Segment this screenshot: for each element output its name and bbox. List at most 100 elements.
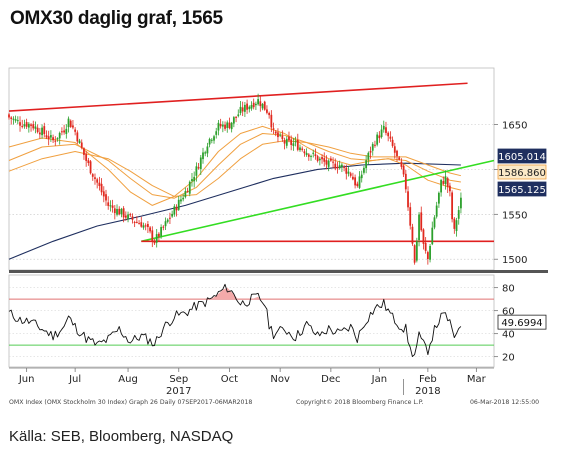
candle bbox=[102, 186, 105, 203]
candle bbox=[290, 135, 293, 151]
candle bbox=[89, 159, 92, 175]
candle bbox=[105, 189, 107, 206]
candle bbox=[67, 116, 70, 133]
candle-body bbox=[446, 178, 449, 188]
candle-body bbox=[67, 118, 70, 128]
candle-body bbox=[418, 214, 420, 241]
candle-body bbox=[118, 208, 121, 215]
candle bbox=[124, 211, 127, 221]
candle-body bbox=[237, 114, 240, 117]
candle-body bbox=[204, 152, 207, 154]
candle-body bbox=[173, 206, 176, 215]
candle bbox=[312, 149, 315, 158]
candle bbox=[378, 131, 381, 143]
candle-body bbox=[314, 154, 317, 157]
rsi-last-value-tag: 49.6994 bbox=[497, 314, 547, 330]
rsi-tick-label: 40 bbox=[502, 330, 515, 341]
candle bbox=[58, 131, 61, 145]
candle bbox=[144, 223, 147, 231]
candle bbox=[389, 131, 392, 142]
candle-body bbox=[210, 139, 213, 141]
candle bbox=[376, 132, 379, 147]
rsi-tick-label: 80 bbox=[502, 284, 515, 295]
candle bbox=[232, 116, 235, 128]
candle-body bbox=[191, 179, 193, 182]
candle bbox=[455, 217, 458, 237]
candle-body bbox=[30, 124, 32, 126]
candle bbox=[437, 191, 440, 208]
candle bbox=[36, 124, 39, 134]
price-tag-box bbox=[497, 148, 547, 164]
candle bbox=[407, 186, 409, 211]
candle-body bbox=[266, 109, 268, 113]
candle-body bbox=[162, 226, 165, 228]
candle bbox=[180, 195, 182, 204]
candle-body bbox=[389, 136, 392, 139]
candle-body bbox=[352, 176, 354, 180]
candle bbox=[460, 192, 462, 214]
candle bbox=[109, 200, 112, 212]
candle-body bbox=[433, 217, 436, 228]
candle bbox=[259, 96, 262, 112]
candle-body bbox=[349, 173, 352, 176]
candle-body bbox=[120, 208, 123, 215]
candle-body bbox=[296, 140, 299, 150]
candle bbox=[400, 158, 403, 170]
candle-body bbox=[380, 129, 383, 138]
candle-body bbox=[340, 164, 343, 167]
x-tick-label: Oct bbox=[221, 374, 238, 385]
price-tags: 1605.014 1586.860 1565.125 bbox=[497, 148, 547, 197]
candle-body bbox=[444, 176, 447, 184]
candle bbox=[358, 171, 361, 190]
candle bbox=[47, 130, 50, 146]
candle-body bbox=[277, 132, 279, 138]
price-tag-label: 1565.125 bbox=[498, 185, 546, 196]
candle-body bbox=[160, 227, 163, 237]
candle-body bbox=[217, 122, 220, 131]
candle-body bbox=[263, 101, 266, 110]
candle-body bbox=[246, 103, 248, 110]
rsi-tick-label: 20 bbox=[502, 353, 515, 364]
candle-body bbox=[111, 205, 114, 208]
candle bbox=[235, 115, 237, 123]
candle bbox=[69, 119, 72, 128]
candle bbox=[32, 120, 35, 131]
candle bbox=[433, 215, 436, 230]
candle-body bbox=[369, 150, 372, 153]
candle bbox=[131, 213, 134, 224]
candle-body bbox=[219, 123, 222, 127]
candle bbox=[111, 199, 114, 213]
candle-body bbox=[175, 207, 178, 211]
candle bbox=[158, 232, 160, 242]
candle-body bbox=[89, 161, 92, 174]
candle bbox=[296, 133, 299, 152]
candle-body bbox=[453, 218, 456, 229]
candle bbox=[270, 110, 273, 133]
candle bbox=[411, 223, 414, 246]
candle-body bbox=[215, 131, 218, 135]
candle bbox=[413, 244, 416, 265]
candle bbox=[307, 153, 310, 161]
candle-body bbox=[208, 139, 211, 145]
candle bbox=[243, 101, 246, 117]
rsi-series bbox=[8, 283, 462, 358]
candle-body bbox=[142, 225, 145, 228]
candle bbox=[327, 159, 330, 172]
candle bbox=[224, 121, 226, 131]
candle-body bbox=[336, 167, 339, 169]
candle bbox=[21, 119, 24, 129]
candle-body bbox=[34, 126, 37, 129]
candle-body bbox=[316, 156, 319, 161]
candle bbox=[38, 127, 41, 139]
candle bbox=[74, 127, 77, 136]
candle bbox=[294, 136, 297, 147]
candle-body bbox=[78, 140, 81, 144]
candlestick-series bbox=[8, 93, 462, 265]
source-text: Källa: SEB, Bloomberg, NASDAQ bbox=[9, 428, 234, 445]
rsi-tag: 49.6994 bbox=[497, 314, 547, 330]
candle bbox=[12, 116, 15, 125]
candle bbox=[197, 162, 200, 170]
candle-body bbox=[133, 221, 136, 223]
candle-body bbox=[171, 213, 174, 217]
x-tick-label: Jun bbox=[18, 374, 35, 385]
